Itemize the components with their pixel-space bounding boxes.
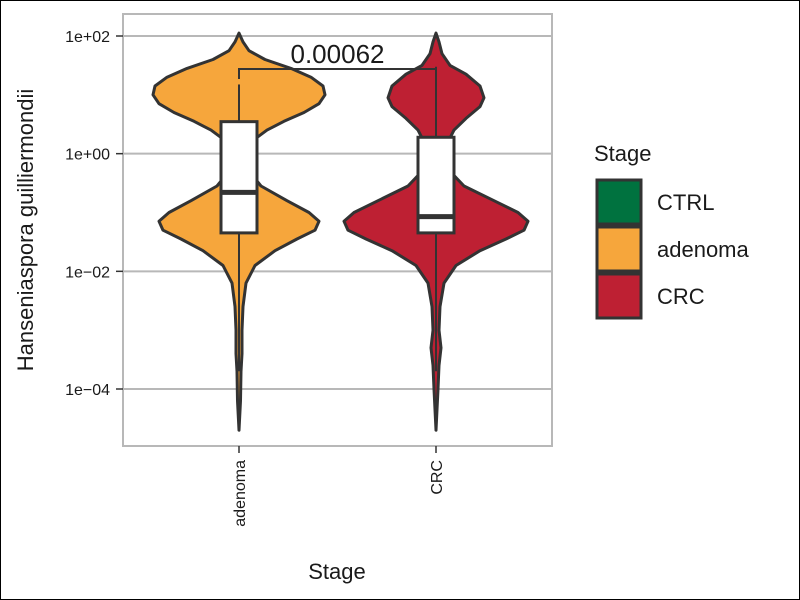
x-axis-title: Stage <box>308 559 366 584</box>
y-tick-label: 1e−02 <box>65 264 110 281</box>
legend: Stage CTRL adenoma CRC <box>594 141 750 320</box>
legend-label: adenoma <box>657 237 750 262</box>
grid-lines <box>123 35 552 390</box>
x-tick-label: adenoma <box>232 460 249 527</box>
x-axis-ticks: adenoma CRC <box>232 446 446 527</box>
y-axis-title: Hanseniaspora guilliermondii <box>13 89 38 372</box>
legend-label: CTRL <box>657 190 714 215</box>
box-adenoma <box>219 120 259 235</box>
boxplots <box>219 66 456 372</box>
significance-bracket: 0.00062 <box>238 39 437 79</box>
legend-swatch <box>595 178 643 226</box>
legend-label: CRC <box>657 284 705 309</box>
legend-title: Stage <box>594 141 652 166</box>
y-axis-ticks: 1e+02 1e+00 1e−02 1e−04 <box>65 29 123 399</box>
x-tick-label: CRC <box>429 460 446 495</box>
legend-swatch <box>595 225 643 273</box>
legend-items: CTRL adenoma CRC <box>595 178 750 320</box>
bracket-line <box>238 68 437 79</box>
p-value-label: 0.00062 <box>291 39 385 69</box>
legend-swatch <box>595 272 643 320</box>
y-tick-label: 1e+00 <box>65 147 110 164</box>
y-tick-label: 1e−04 <box>65 382 110 399</box>
y-tick-label: 1e+02 <box>65 29 110 46</box>
